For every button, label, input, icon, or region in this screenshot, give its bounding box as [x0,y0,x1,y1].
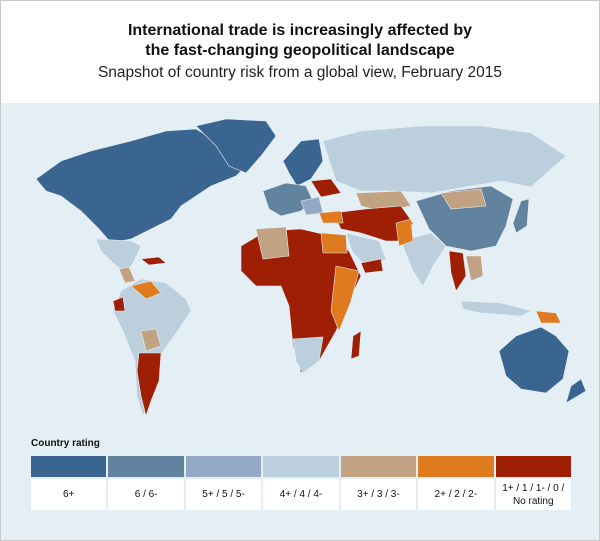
legend-item: 6 / 6- [108,456,184,510]
legend: 6+ 6 / 6- 5+ / 5 / 5- 4+ / 4 / 4- 3+ / 3… [31,456,571,510]
region-mongolia [440,188,487,210]
legend-swatch [108,456,184,477]
region-argentina [136,352,162,418]
region-russia [322,125,567,194]
region-scandinavia [282,138,324,187]
region-greenland [195,118,277,174]
region-north-america [35,128,252,244]
header: International trade is increasingly affe… [1,1,599,103]
region-japan [512,198,530,234]
region-indonesia [460,300,532,317]
region-east-africa [330,265,360,332]
region-china [415,185,514,252]
legend-swatch [263,456,339,477]
legend-label: 6+ [31,479,107,510]
legend-item: 4+ / 4 / 4- [263,456,339,510]
legend-swatch [418,456,494,477]
title-line-1: International trade is increasingly affe… [127,22,473,39]
legend-swatch [495,456,571,477]
legend-swatch [185,456,262,477]
region-yemen [360,258,384,274]
region-mexico [95,238,142,274]
region-caribbean [140,256,167,266]
region-algeria [255,226,290,260]
legend-item: 3+ / 3 / 3- [340,456,417,510]
legend-label: 6 / 6- [108,479,184,510]
legend-item: 5+ / 5 / 5- [185,456,262,510]
legend-label: 1+ / 1 / 1- / 0 / No rating [495,479,571,510]
region-myanmar [448,250,467,292]
region-southern-africa [292,336,324,374]
legend-item: 1+ / 1 / 1- / 0 / No rating [495,456,571,510]
legend-item: 6+ [31,456,107,510]
region-australia [498,326,570,394]
legend-label: 3+ / 3 / 3- [340,479,417,510]
region-madagascar [350,330,362,360]
legend-item: 2+ / 2 / 2- [418,456,494,510]
world-map [35,118,587,418]
region-bolivia [140,328,162,352]
region-ukraine [310,178,342,198]
region-ecuador [112,296,126,312]
legend-swatch [31,456,107,477]
region-egypt [320,232,348,254]
title-line-2: the fast-changing geopolitical landscape [145,42,455,59]
title: International trade is increasingly affe… [1,21,599,61]
legend-label: 4+ / 4 / 4- [263,479,339,510]
region-new-zealand [565,378,587,404]
legend-label: 2+ / 2 / 2- [418,479,494,510]
legend-label: 5+ / 5 / 5- [185,479,262,510]
region-central-america [118,266,136,284]
region-pakistan [395,218,414,247]
region-turkey [318,210,344,224]
legend-title: Country rating [31,438,100,449]
legend-swatch [340,456,417,477]
region-southeast-asia [465,255,484,282]
region-india [400,232,447,287]
region-papua [535,310,562,324]
region-africa [240,228,362,374]
region-venezuela [130,280,162,300]
subtitle: Snapshot of country risk from a global v… [97,64,503,81]
